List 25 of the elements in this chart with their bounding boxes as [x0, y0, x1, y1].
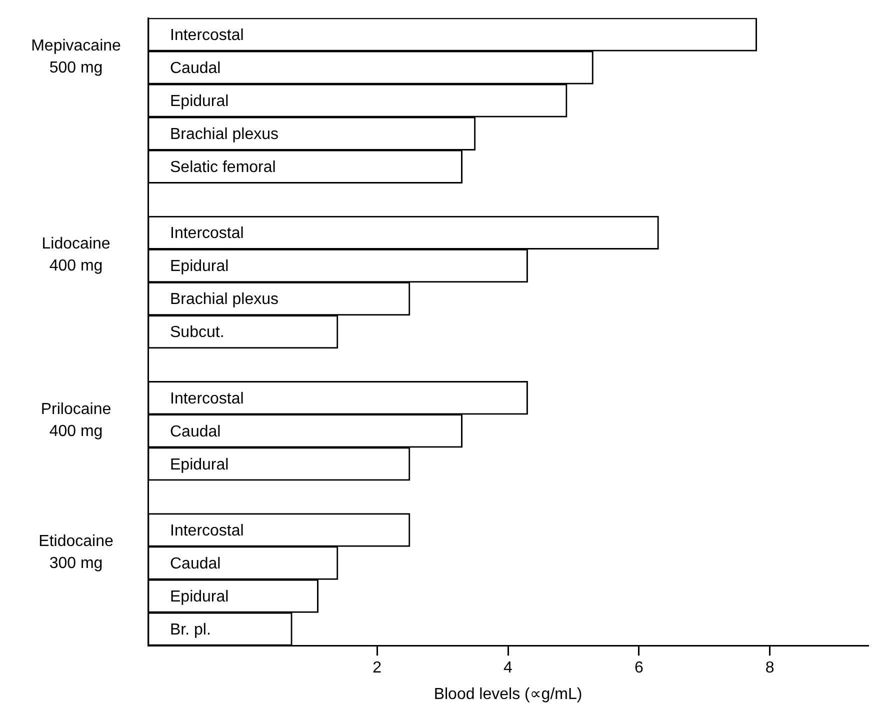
x-tick-label: 4	[504, 660, 513, 677]
text: Prilocaine 400 mg	[40, 400, 112, 440]
y-tick-label: Brachial plexus	[170, 126, 278, 144]
x-tick-label: 8	[765, 660, 774, 677]
y-tick-label: Intercostal	[170, 390, 244, 408]
text: Etidocaine 300 mg	[38, 532, 114, 572]
y-tick-label: Epidural	[170, 258, 229, 276]
y-tick-label: Intercostal	[170, 26, 244, 44]
y-tick-label: Selatic femoral	[170, 159, 276, 176]
text: Mepivacaine 500 mg	[31, 37, 122, 76]
y-tick-label: Epidural	[170, 456, 229, 474]
y-tick-label: Br. pl.	[170, 621, 211, 638]
y-tick-label: Epidural	[170, 588, 229, 606]
y-tick-label: Caudal	[170, 60, 221, 77]
x-tick-label: 6	[634, 660, 644, 677]
y-tick-label: Brachial plexus	[170, 291, 278, 308]
y-tick-label: Caudal	[170, 423, 221, 440]
y-tick-label: Intercostal	[170, 225, 244, 242]
y-tick-label: Intercostal	[170, 522, 244, 540]
x-axis-title: Blood levels (∝g/mL)	[434, 686, 582, 703]
x-tick-label: 2	[372, 660, 382, 677]
y-tick-label: Caudal	[170, 555, 221, 572]
y-tick-label: Epidural	[170, 92, 229, 110]
y-tick-label: Subcut.	[170, 324, 224, 342]
text: Lidocaine 400 mg	[42, 236, 110, 275]
